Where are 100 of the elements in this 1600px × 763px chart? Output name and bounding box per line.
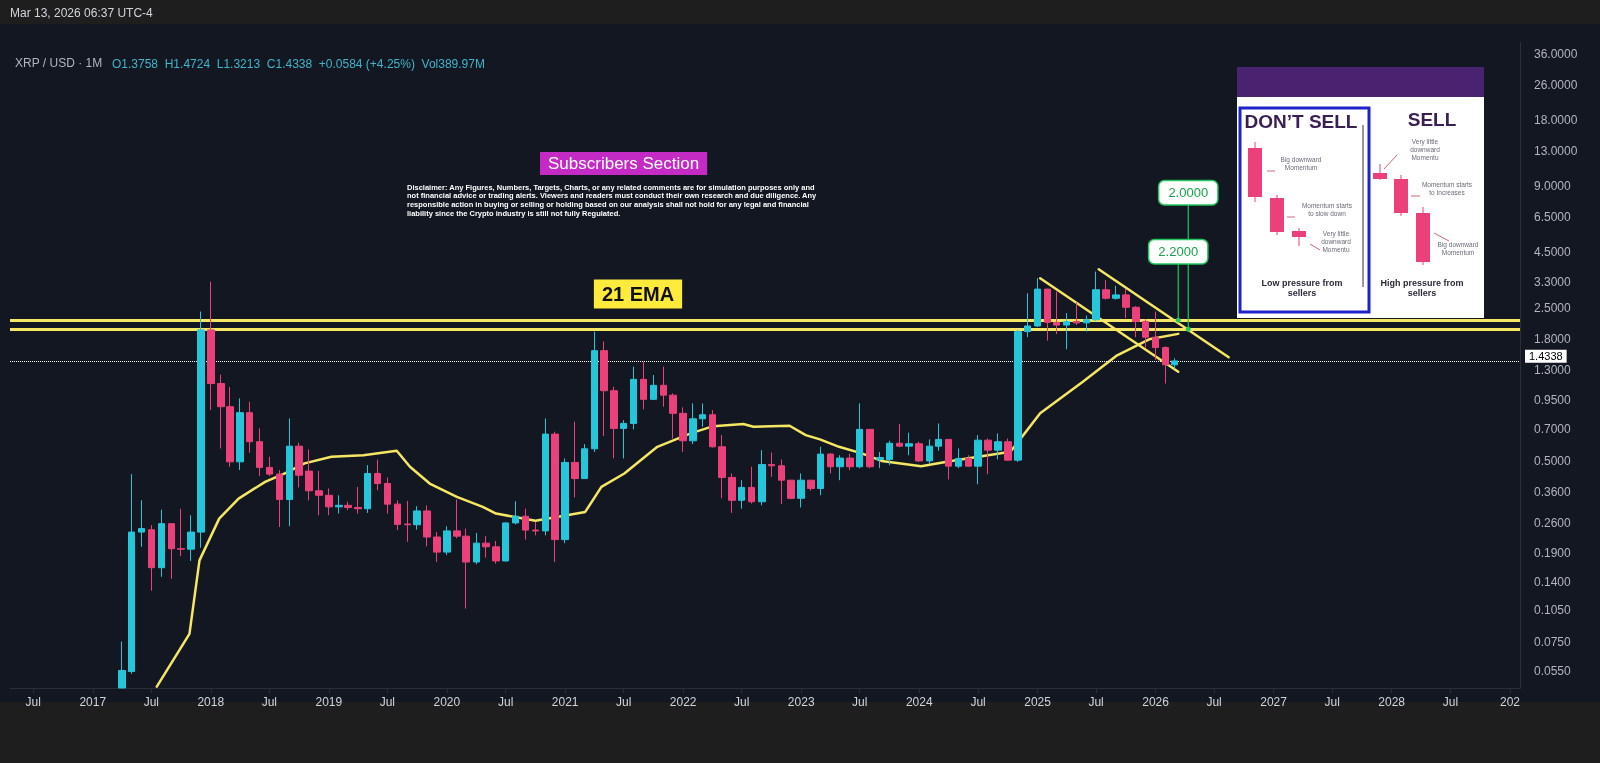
text: Subscribers Section <box>548 154 700 173</box>
candlestick <box>836 454 844 481</box>
candlestick <box>295 442 303 488</box>
candlestick <box>1053 291 1060 335</box>
annotation: 2.2000 <box>1158 244 1199 260</box>
x-tick-label: Jul <box>1206 695 1222 709</box>
candlestick <box>158 509 165 578</box>
x-tick-label: Jul <box>143 695 159 709</box>
candlestick <box>354 486 362 515</box>
annotation: DON’T SELL <box>1244 111 1358 133</box>
y-tick-label: 0.0550 <box>1534 664 1572 679</box>
x-tick-label: 2017 <box>79 695 107 709</box>
annotation: 21 EMA <box>601 283 675 305</box>
candlestick <box>748 466 755 505</box>
candlestick <box>168 522 175 580</box>
candlestick <box>768 452 775 478</box>
candlestick <box>827 452 834 474</box>
text: XRP / USD · 1M <box>15 56 103 70</box>
candlestick <box>807 479 815 492</box>
candlestick <box>364 464 371 514</box>
candlestick <box>886 440 893 466</box>
candlestick <box>128 473 135 675</box>
candlestick <box>846 453 854 471</box>
candlestick <box>325 487 333 516</box>
x-tick-label: Jul <box>852 695 868 709</box>
candlestick <box>423 504 431 547</box>
x-tick-label: 2026 <box>1142 695 1170 709</box>
candlestick <box>473 532 480 565</box>
candlestick <box>1034 277 1041 328</box>
candlestick <box>492 540 500 565</box>
candlestick <box>1162 345 1169 385</box>
candlestick <box>581 443 588 480</box>
candlestick <box>669 392 677 440</box>
y-tick-label: 1.3000 <box>1534 363 1572 378</box>
candlestick <box>542 417 549 536</box>
candlestick <box>305 448 313 501</box>
candlestick <box>1063 312 1070 350</box>
x-tick-label: 2027 <box>1260 695 1288 709</box>
y-tick-label: 13.0000 <box>1534 144 1578 159</box>
y-tick-label: 4.5000 <box>1534 245 1572 260</box>
candlestick <box>344 501 352 511</box>
candlestick <box>915 441 923 463</box>
x-tick-label: Jul <box>498 695 514 709</box>
candlestick <box>758 449 766 506</box>
candlestick <box>561 457 569 544</box>
candlestick <box>945 438 952 480</box>
candlestick <box>965 454 972 468</box>
candlestick <box>718 434 726 499</box>
x-tick-label: 202 <box>1499 695 1521 709</box>
annotation: Low pressure from sellers <box>1261 277 1343 299</box>
candlestick <box>787 479 795 500</box>
candlestick <box>138 499 145 548</box>
x-tick-label: 2021 <box>551 695 579 709</box>
candlestick <box>1073 301 1080 326</box>
candlestick <box>256 427 263 477</box>
y-tick-label: 0.9500 <box>1534 393 1572 408</box>
y-tick-label: 0.7000 <box>1534 422 1572 437</box>
candlestick <box>650 374 657 401</box>
y-tick-label: 26.0000 <box>1534 78 1578 93</box>
candlestick <box>502 522 509 562</box>
candlestick <box>610 386 618 459</box>
candlestick <box>728 472 736 514</box>
y-tick-label: 0.1400 <box>1534 575 1572 590</box>
y-tick-label: 36.0000 <box>1534 47 1578 62</box>
candlestick <box>177 508 185 557</box>
candlestick <box>1132 305 1140 338</box>
y-tick-label: 9.0000 <box>1534 179 1572 194</box>
y-tick-label: 0.2600 <box>1534 516 1572 531</box>
candlestick <box>374 459 381 491</box>
candlestick <box>413 505 421 531</box>
candlestick <box>1092 271 1100 322</box>
candlestick <box>709 409 716 449</box>
x-tick-label: Jul <box>261 695 277 709</box>
x-tick-label: 2028 <box>1378 695 1406 709</box>
candlestick <box>266 456 273 477</box>
x-tick-label: Jul <box>1442 695 1459 709</box>
y-tick-label: 0.5000 <box>1534 454 1572 469</box>
candlestick <box>404 500 411 543</box>
candlestick <box>1171 357 1178 370</box>
candlestick <box>443 525 451 556</box>
y-tick-label: 0.1050 <box>1534 602 1572 617</box>
y-tick-label: 0.3600 <box>1534 485 1572 500</box>
candlestick <box>640 361 647 410</box>
x-tick-label: 2024 <box>905 695 933 709</box>
candlestick <box>778 459 785 505</box>
annotation: 2.0000 <box>1168 185 1209 201</box>
candlestick <box>984 438 992 475</box>
x-tick-label: 2020 <box>433 695 461 709</box>
candlestick <box>512 500 519 525</box>
candlestick <box>1112 285 1120 301</box>
candlestick <box>1024 292 1031 338</box>
candlestick <box>433 531 441 563</box>
x-tick-label: Jul <box>616 695 632 709</box>
candlestick <box>236 397 244 471</box>
candlestick <box>1152 311 1159 361</box>
x-tick-label: Jul <box>734 695 750 709</box>
candlestick <box>1044 288 1051 342</box>
candlestick <box>876 451 884 469</box>
candlestick <box>1004 438 1012 462</box>
candlestick <box>856 402 863 469</box>
